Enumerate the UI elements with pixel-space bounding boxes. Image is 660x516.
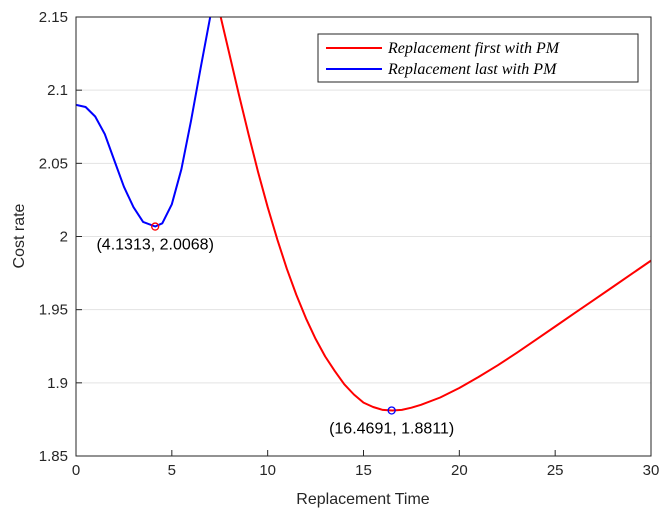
series-line-2 xyxy=(76,17,212,228)
markers-group: (4.1313, 2.0068) (16.4691, 1.8811) xyxy=(96,222,454,437)
series-group xyxy=(76,17,651,412)
legend-label-2: Replacement last with PM xyxy=(387,61,558,78)
x-tick-label: 0 xyxy=(72,462,80,479)
y-axis-label: Cost rate xyxy=(11,203,28,268)
x-tick-label: 20 xyxy=(451,462,468,479)
y-tick-label: 1.85 xyxy=(39,448,68,465)
legend-label-1: Replacement first with PM xyxy=(387,40,561,57)
series-line-1 xyxy=(219,17,651,412)
marker-annotation-2: (16.4691, 1.8811) xyxy=(329,420,454,437)
y-tick-label: 2.15 xyxy=(39,9,68,26)
x-tick-label: 10 xyxy=(259,462,276,479)
ticks-group: 1.85 1.9 1.95 2 2.05 2.1 2.15 0 5 10 15 20 25 30 xyxy=(39,9,660,479)
x-tick-label: 15 xyxy=(355,462,372,479)
legend: Replacement first with PM Replacement las… xyxy=(317,33,639,83)
y-tick-label: 1.9 xyxy=(47,375,68,392)
x-tick-label: 30 xyxy=(643,462,660,479)
marker-annotation-1: (4.1313, 2.0068) xyxy=(96,237,213,254)
x-axis-label: Replacement Time xyxy=(296,491,429,508)
marker-point-1 xyxy=(151,222,160,231)
gridlines xyxy=(76,89,651,384)
y-tick-label: 1.95 xyxy=(39,302,68,319)
y-tick-label: 2.05 xyxy=(39,155,68,172)
legend-box xyxy=(317,33,639,83)
x-tick-label: 25 xyxy=(547,462,564,479)
marker-point-2 xyxy=(387,406,396,415)
y-tick-label: 2 xyxy=(60,229,68,246)
x-tick-label: 5 xyxy=(168,462,176,479)
y-tick-label: 2.1 xyxy=(47,82,68,99)
